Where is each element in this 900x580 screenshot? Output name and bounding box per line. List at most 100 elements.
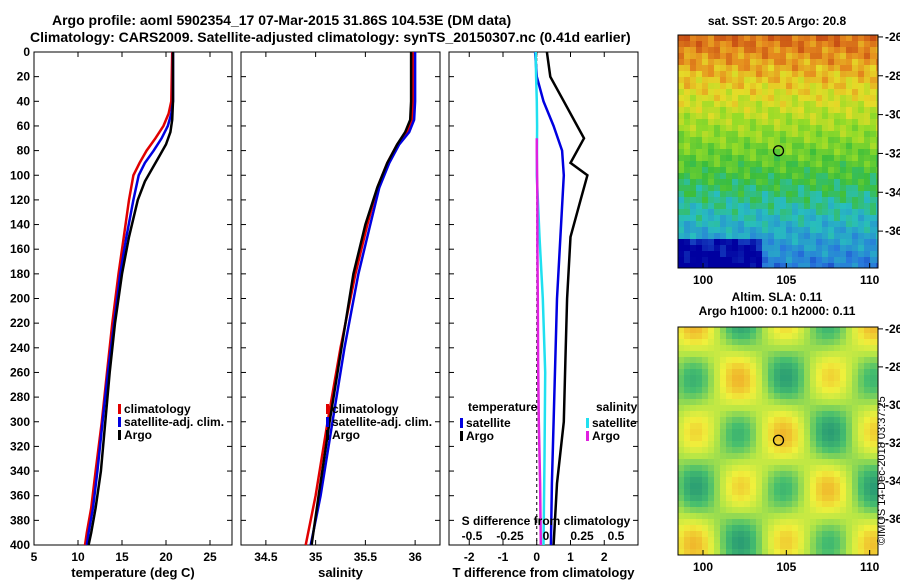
sst-map-cell xyxy=(690,143,697,150)
sla-map-cell xyxy=(708,417,715,424)
sla-map-cell xyxy=(834,387,841,394)
sst-map-cell xyxy=(804,119,811,126)
y-tick-label: 180 xyxy=(10,267,30,281)
sla-map-cell xyxy=(714,381,721,388)
sst-map-cell xyxy=(756,227,763,234)
sst-map-cell xyxy=(822,113,829,120)
sst-map-cell xyxy=(738,35,745,42)
sst-map-cell xyxy=(804,155,811,162)
sla-map-cell xyxy=(864,429,871,436)
sst-map-cell xyxy=(762,101,769,108)
sla-map-cell xyxy=(750,519,757,526)
sla-map-cell xyxy=(822,339,829,346)
differences-series-t-argo xyxy=(545,51,589,546)
sst-map-cell xyxy=(768,221,775,228)
sla-map-cell xyxy=(816,549,823,556)
sst-map-cell xyxy=(678,113,685,120)
sla-map-cell xyxy=(780,345,787,352)
sst-map-cell xyxy=(768,197,775,204)
sst-map-cell xyxy=(822,203,829,210)
sla-map-cell xyxy=(768,519,775,526)
sla-map-cell xyxy=(846,447,853,454)
sla-map-cell xyxy=(774,393,781,400)
sla-map-cell xyxy=(834,453,841,460)
sst-map-cell xyxy=(762,35,769,42)
sla-map-cell xyxy=(852,549,859,556)
sla-map-cell xyxy=(690,405,697,412)
y-tick-label: 140 xyxy=(10,218,30,232)
sla-map-cell xyxy=(696,357,703,364)
sst-map-cell xyxy=(678,77,685,84)
sst-map-cell xyxy=(864,173,871,180)
sla-map-cell xyxy=(684,381,691,388)
sla-map-cell xyxy=(834,513,841,520)
sla-map-cell xyxy=(684,477,691,484)
sst-map-cell xyxy=(750,47,757,54)
sst-map-cell xyxy=(822,173,829,180)
sst-map-cell xyxy=(744,179,751,186)
sst-map-cell xyxy=(684,185,691,192)
sst-map-cell xyxy=(828,65,835,72)
sla-map-cell xyxy=(780,459,787,466)
sst-map-cell xyxy=(756,233,763,240)
sst-map-cell xyxy=(690,203,697,210)
sst-map-cell xyxy=(744,239,751,246)
sst-map-cell xyxy=(750,77,757,84)
sla-map-cell xyxy=(702,507,709,514)
sst-map-cell xyxy=(732,257,739,264)
sst-map-cell xyxy=(822,209,829,216)
sla-map-cell xyxy=(804,381,811,388)
sla-map-cell xyxy=(684,531,691,538)
sla-map-cell xyxy=(786,411,793,418)
sst-map-cell xyxy=(876,227,879,234)
sla-map-cell xyxy=(870,393,877,400)
sla-map-cell xyxy=(744,399,751,406)
sla-map-cell xyxy=(768,501,775,508)
sla-map-cell xyxy=(708,405,715,412)
sla-map-cell xyxy=(786,543,793,550)
sla-map-cell xyxy=(714,531,721,538)
sst-map-cell xyxy=(726,107,733,114)
sla-map-cell xyxy=(678,495,685,502)
sst-map-cell xyxy=(828,95,835,102)
sst-map-cell xyxy=(762,209,769,216)
sst-map-cell xyxy=(834,215,841,222)
sla-map-cell xyxy=(732,369,739,376)
sst-map-cell xyxy=(696,263,703,269)
sst-map-cell xyxy=(702,215,709,222)
sst-map-cell xyxy=(870,155,877,162)
sst-map-cell xyxy=(714,83,721,90)
sst-map-cell xyxy=(876,137,879,144)
sst-map-cell xyxy=(744,233,751,240)
sla-map-cell xyxy=(876,543,879,550)
sla-map-cell xyxy=(696,405,703,412)
sla-map-cell xyxy=(780,369,787,376)
sst-map-cell xyxy=(696,233,703,240)
sst-map-cell xyxy=(702,149,709,156)
sla-map-cell xyxy=(690,345,697,352)
sla-map-cell xyxy=(684,459,691,466)
sla-map-cell xyxy=(876,393,879,400)
sla-map-cell xyxy=(786,333,793,340)
sst-map-cell xyxy=(744,59,751,66)
sla-map-cell xyxy=(792,519,799,526)
sla-map-cell xyxy=(876,513,879,520)
sla-map-cell xyxy=(774,525,781,532)
sla-map-cell xyxy=(870,429,877,436)
sst-map-cell xyxy=(756,191,763,198)
sst-map-cell xyxy=(786,155,793,162)
sst-map-cell xyxy=(840,173,847,180)
sst-map-cell xyxy=(786,41,793,48)
sla-map-cell xyxy=(678,543,685,550)
sst-map-cell xyxy=(684,89,691,96)
sla-map-cell xyxy=(840,405,847,412)
differences-legend-label: Argo xyxy=(592,429,620,443)
sla-map-cell xyxy=(714,543,721,550)
sla-map-cell xyxy=(684,375,691,382)
sla-map-cell xyxy=(744,501,751,508)
sla-map-cell xyxy=(834,441,841,448)
sst-map-cell xyxy=(870,203,877,210)
sst-map-cell xyxy=(732,113,739,120)
sst-map-cell xyxy=(678,197,685,204)
sst-map-cell xyxy=(774,161,781,168)
